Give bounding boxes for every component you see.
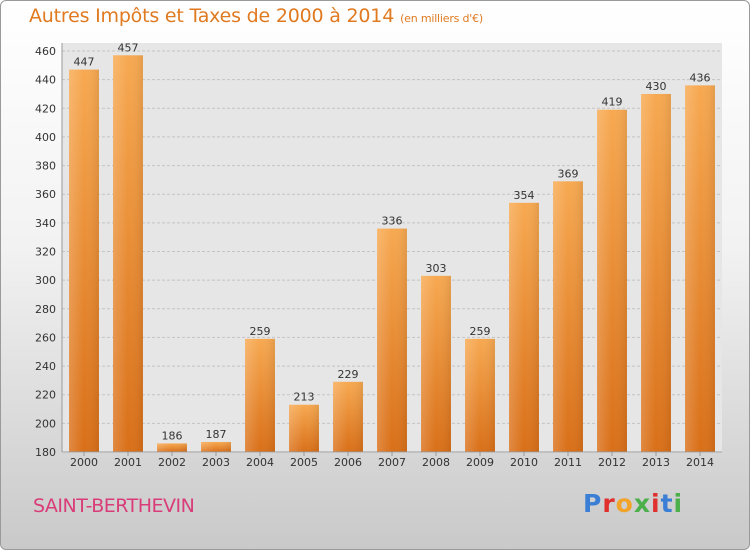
proxiti-logo: Proxiti: [583, 489, 683, 518]
bar-value-label: 213: [294, 391, 315, 404]
bar-shade: [69, 69, 99, 452]
y-tick-label: 300: [35, 274, 56, 287]
x-axis: 2000 2001 2002 2003 2004 2005 2006 2007 2008 2009…: [62, 451, 722, 469]
logo-letter: i: [651, 489, 661, 518]
x-tick-label: 2006: [334, 456, 362, 469]
y-tick-label: 360: [35, 188, 56, 201]
y-tick-label: 440: [35, 74, 56, 87]
y-tick-label: 280: [35, 303, 56, 316]
y-tick-label: 200: [35, 417, 56, 430]
bar-shade: [201, 441, 231, 452]
bar-value-label: 447: [74, 56, 95, 69]
bar-value-label: 419: [602, 96, 623, 109]
logo-letter: r: [602, 489, 616, 518]
bar-shade: [685, 85, 715, 452]
x-tick-label: 2009: [466, 456, 494, 469]
chart-title-text: Autres Impôts et Taxes de 2000 à 2014: [29, 5, 395, 27]
bar-value-label: 229: [338, 368, 359, 381]
y-tick-label: 420: [35, 102, 56, 115]
x-tick-label: 2007: [378, 456, 406, 469]
x-tick-label: 2004: [246, 456, 274, 469]
x-tick-label: 2014: [686, 456, 714, 469]
x-tick-label: 2013: [642, 456, 670, 469]
bar-shade: [597, 109, 627, 452]
bar-value-label: 430: [646, 80, 667, 93]
y-tick-label: 340: [35, 217, 56, 230]
commune-name: SAINT-BERTHEVIN: [33, 495, 195, 517]
bar-shade: [157, 443, 187, 452]
x-tick-label: 2008: [422, 456, 450, 469]
bar-shade: [377, 228, 407, 452]
logo-letter: x: [633, 489, 651, 518]
logo-letter: i: [673, 489, 684, 518]
chart-title: Autres Impôts et Taxes de 2000 à 2014 (en…: [29, 5, 483, 27]
y-tick-label: 460: [35, 45, 56, 58]
bar-value-label: 303: [426, 262, 447, 275]
bar-shade: [245, 338, 275, 452]
y-tick-label: 260: [35, 331, 56, 344]
x-tick-label: 2011: [554, 456, 582, 469]
bar-value-label: 457: [118, 41, 139, 54]
x-tick-label: 2010: [510, 456, 538, 469]
bar-shade: [553, 181, 583, 452]
bar-value-label: 354: [514, 189, 535, 202]
y-axis: 180 200 220 240 260 280 300 320 340 360 380 400 420 4…: [35, 43, 63, 459]
x-tick-label: 2001: [114, 456, 142, 469]
logo-letter: P: [583, 489, 603, 518]
logo-letter: t: [660, 489, 674, 518]
y-tick-label: 240: [35, 360, 56, 373]
y-tick-label: 320: [35, 246, 56, 259]
bar-value-label: 187: [206, 428, 227, 441]
bar-value-label: 369: [558, 167, 579, 180]
bar-value-label: 186: [162, 429, 183, 442]
bar-shade: [113, 55, 143, 453]
x-tick-label: 2000: [70, 456, 98, 469]
bar-shade: [509, 202, 539, 452]
bar-shade: [465, 338, 495, 452]
x-tick-label: 2005: [290, 456, 318, 469]
y-tick-label: 220: [35, 389, 56, 402]
bar-shade: [289, 404, 319, 452]
y-tick-label: 180: [35, 446, 56, 459]
y-tick-label: 380: [35, 160, 56, 173]
bar-shade: [333, 381, 363, 452]
bars: 447 457 186 187 259 213 229 336 303 259 354 369 419 4…: [69, 41, 715, 453]
bar-shade: [641, 93, 671, 452]
bar-value-label: 336: [382, 215, 403, 228]
y-tick-label: 400: [35, 131, 56, 144]
chart-title-unit: (en milliers d'€): [400, 12, 483, 25]
bar-shade: [421, 275, 451, 452]
logo-letter: o: [615, 489, 634, 518]
bar-value-label: 436: [690, 71, 711, 84]
x-tick-label: 2003: [202, 456, 230, 469]
x-tick-label: 2002: [158, 456, 186, 469]
bar-value-label: 259: [250, 325, 271, 338]
bar-value-label: 259: [470, 325, 491, 338]
x-tick-label: 2012: [598, 456, 626, 469]
